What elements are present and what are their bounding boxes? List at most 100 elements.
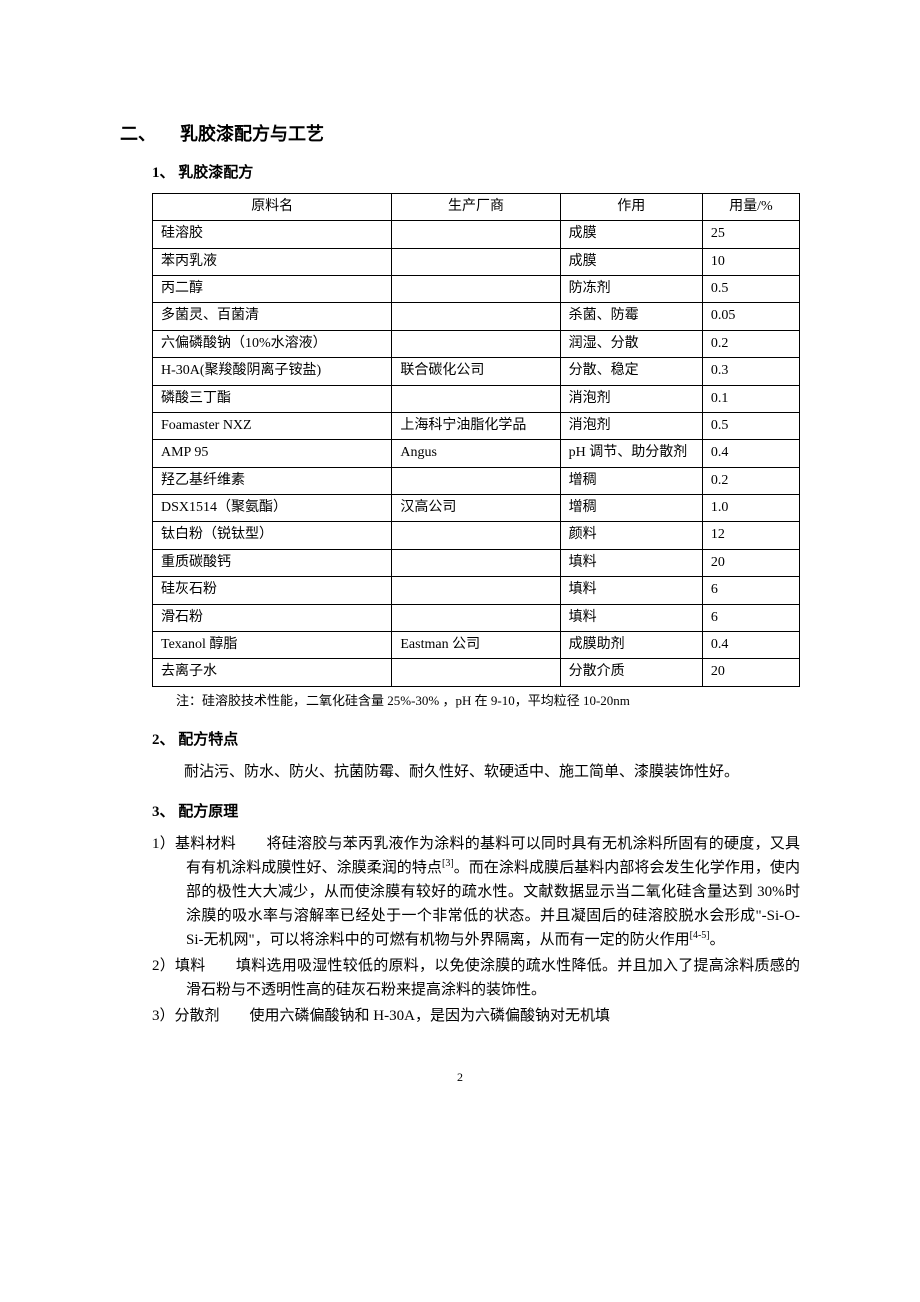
principle-title: 基料材料 — [175, 836, 236, 852]
cell-maker: Angus — [392, 440, 560, 467]
principle-title: 填料 — [175, 958, 206, 974]
subsection-3-number: 3、 — [152, 804, 175, 820]
cell-purpose: 杀菌、防霉 — [560, 303, 702, 330]
table-row: 滑石粉填料6 — [153, 604, 800, 631]
principle-number: 1） — [152, 836, 175, 852]
cell-amount: 12 — [702, 522, 799, 549]
principle-item: 2）填料 填料选用吸湿性较低的原料，以免使涂膜的疏水性降低。并且加入了提高涂料质… — [152, 954, 800, 1002]
cell-name: H-30A(聚羧酸阴离子铵盐) — [153, 358, 392, 385]
subsection-2-body: 耐沾污、防水、防火、抗菌防霉、耐久性好、软硬适中、施工简单、漆膜装饰性好。 — [152, 760, 800, 784]
cell-purpose: 分散、稳定 — [560, 358, 702, 385]
cell-name: Foamaster NXZ — [153, 412, 392, 439]
cell-name: 六偏磷酸钠（10%水溶液） — [153, 330, 392, 357]
table-row: 钛白粉（锐钛型） 颜料12 — [153, 522, 800, 549]
cell-name: 硅溶胶 — [153, 221, 392, 248]
table-row: DSX1514（聚氨酯）汉高公司增稠1.0 — [153, 495, 800, 522]
cell-amount: 0.05 — [702, 303, 799, 330]
principle-item: 3）分散剂 使用六磷偏酸钠和 H-30A，是因为六磷偏酸钠对无机填 — [152, 1004, 800, 1028]
cell-name: Texanol 醇脂 — [153, 632, 392, 659]
cell-name: 去离子水 — [153, 659, 392, 686]
table-row: 硅溶胶成膜25 — [153, 221, 800, 248]
table-row: H-30A(聚羧酸阴离子铵盐)联合碳化公司分散、稳定0.3 — [153, 358, 800, 385]
subsection-1: 1、 乳胶漆配方 原料名 生产厂商 作用 用量/% 硅溶胶成膜25苯丙乳液成膜1… — [120, 161, 800, 712]
cell-maker — [392, 385, 560, 412]
subsection-3: 3、 配方原理 1）基料材料 将硅溶胶与苯丙乳液作为涂料的基料可以同时具有无机涂… — [120, 800, 800, 1028]
principle-body: 使用六磷偏酸钠和 H-30A，是因为六磷偏酸钠对无机填 — [250, 1008, 610, 1024]
table-header-row: 原料名 生产厂商 作用 用量/% — [153, 193, 800, 220]
cell-purpose: 成膜 — [560, 248, 702, 275]
table-row: 去离子水 分散介质20 — [153, 659, 800, 686]
cell-maker — [392, 330, 560, 357]
table-row: 重质碳酸钙填料20 — [153, 549, 800, 576]
cell-maker: 汉高公司 — [392, 495, 560, 522]
cell-maker — [392, 577, 560, 604]
principle-item: 1）基料材料 将硅溶胶与苯丙乳液作为涂料的基料可以同时具有无机涂料所固有的硬度，… — [152, 832, 800, 952]
cell-purpose: 增稠 — [560, 467, 702, 494]
principle-title: 分散剂 — [175, 1008, 220, 1024]
table-row: 苯丙乳液 成膜10 — [153, 248, 800, 275]
table-row: 硅灰石粉填料6 — [153, 577, 800, 604]
table-row: 磷酸三丁酯消泡剂0.1 — [153, 385, 800, 412]
table-row: AMP 95AnguspH 调节、助分散剂0.4 — [153, 440, 800, 467]
cell-maker — [392, 549, 560, 576]
cell-purpose: 润湿、分散 — [560, 330, 702, 357]
cell-maker — [392, 221, 560, 248]
cell-purpose: 颜料 — [560, 522, 702, 549]
reference: [3] — [442, 858, 454, 869]
reference: [4-5] — [690, 930, 710, 941]
cell-purpose: 填料 — [560, 604, 702, 631]
cell-name: 多菌灵、百菌清 — [153, 303, 392, 330]
cell-name: 滑石粉 — [153, 604, 392, 631]
cell-amount: 10 — [702, 248, 799, 275]
cell-name: 磷酸三丁酯 — [153, 385, 392, 412]
cell-maker — [392, 604, 560, 631]
cell-purpose: 消泡剂 — [560, 385, 702, 412]
cell-purpose: 成膜 — [560, 221, 702, 248]
cell-name: AMP 95 — [153, 440, 392, 467]
cell-purpose: 增稠 — [560, 495, 702, 522]
subsection-1-heading: 1、 乳胶漆配方 — [152, 161, 800, 185]
table-row: 多菌灵、百菌清 杀菌、防霉0.05 — [153, 303, 800, 330]
cell-purpose: pH 调节、助分散剂 — [560, 440, 702, 467]
cell-name: 羟乙基纤维素 — [153, 467, 392, 494]
cell-maker — [392, 248, 560, 275]
cell-amount: 0.5 — [702, 275, 799, 302]
page-number: 2 — [120, 1068, 800, 1087]
cell-purpose: 分散介质 — [560, 659, 702, 686]
table-row: Foamaster NXZ上海科宁油脂化学品消泡剂0.5 — [153, 412, 800, 439]
table-row: 羟乙基纤维素增稠0.2 — [153, 467, 800, 494]
cell-name: 苯丙乳液 — [153, 248, 392, 275]
th-name: 原料名 — [153, 193, 392, 220]
th-maker: 生产厂商 — [392, 193, 560, 220]
cell-amount: 0.3 — [702, 358, 799, 385]
cell-purpose: 填料 — [560, 549, 702, 576]
subsection-1-number: 1、 — [152, 165, 175, 181]
cell-name: 硅灰石粉 — [153, 577, 392, 604]
subsection-2-title: 配方特点 — [178, 732, 238, 748]
cell-purpose: 消泡剂 — [560, 412, 702, 439]
cell-name: 重质碳酸钙 — [153, 549, 392, 576]
subsection-2-heading: 2、 配方特点 — [152, 728, 800, 752]
subsection-2: 2、 配方特点 耐沾污、防水、防火、抗菌防霉、耐久性好、软硬适中、施工简单、漆膜… — [120, 728, 800, 784]
section-title: 乳胶漆配方与工艺 — [180, 120, 324, 149]
cell-maker — [392, 275, 560, 302]
cell-maker — [392, 522, 560, 549]
cell-purpose: 防冻剂 — [560, 275, 702, 302]
cell-amount: 20 — [702, 659, 799, 686]
th-amount: 用量/% — [702, 193, 799, 220]
cell-maker: Eastman 公司 — [392, 632, 560, 659]
cell-amount: 1.0 — [702, 495, 799, 522]
cell-purpose: 填料 — [560, 577, 702, 604]
table-note: 注：硅溶胶技术性能，二氧化硅含量 25%-30% ，pH 在 9-10，平均粒径… — [152, 691, 800, 712]
cell-name: DSX1514（聚氨酯） — [153, 495, 392, 522]
subsection-3-title: 配方原理 — [178, 804, 238, 820]
cell-name: 钛白粉（锐钛型） — [153, 522, 392, 549]
table-row: Texanol 醇脂Eastman 公司成膜助剂0.4 — [153, 632, 800, 659]
principle-number: 2） — [152, 958, 175, 974]
cell-maker: 联合碳化公司 — [392, 358, 560, 385]
cell-amount: 0.2 — [702, 330, 799, 357]
section-number: 二、 — [120, 120, 156, 149]
subsection-3-heading: 3、 配方原理 — [152, 800, 800, 824]
table-row: 丙二醇防冻剂0.5 — [153, 275, 800, 302]
cell-amount: 0.4 — [702, 632, 799, 659]
